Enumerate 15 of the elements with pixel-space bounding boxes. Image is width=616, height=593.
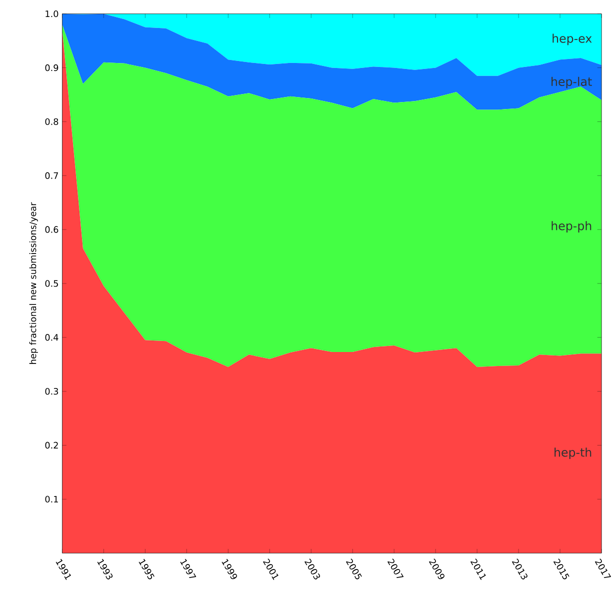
y-tick-label: 0.5 — [45, 280, 58, 287]
y-tick-label: 0.8 — [45, 118, 58, 126]
y-tick-label: 0.6 — [45, 226, 58, 234]
y-axis-title: hep fractional new submissions/year — [29, 202, 38, 364]
series-label: hep-ph — [552, 221, 592, 233]
y-tick-label: 0.7 — [45, 172, 58, 180]
y-tick-label: 1.0 — [46, 10, 58, 18]
y-tick-label: 0.4 — [45, 334, 58, 341]
y-tick-label: 0.3 — [45, 388, 58, 395]
y-tick-label: 0.2 — [45, 442, 58, 449]
y-tick-label: 0.9 — [45, 64, 58, 72]
y-tick-label: 0.1 — [45, 496, 58, 503]
series-label: hep-ex — [552, 34, 592, 46]
series-label: hep-lat — [552, 77, 592, 88]
series-label: hep-th — [554, 448, 592, 460]
